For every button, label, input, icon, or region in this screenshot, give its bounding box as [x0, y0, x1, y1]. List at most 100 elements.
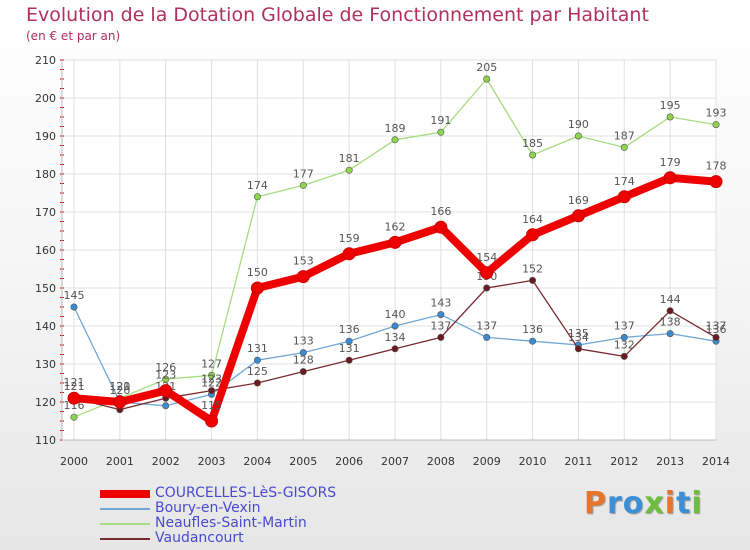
logo-letter: t — [676, 486, 692, 521]
data-label: 121 — [64, 376, 85, 389]
data-label: 120 — [109, 380, 130, 393]
y-tick-label: 110 — [35, 434, 56, 447]
data-label: 127 — [201, 357, 222, 370]
y-tick-label: 200 — [35, 92, 56, 105]
legend-swatch-boury — [100, 508, 150, 510]
legend-swatch-neaufles — [100, 523, 150, 525]
y-tick-label: 140 — [35, 320, 56, 333]
data-label: 177 — [293, 167, 314, 180]
x-tick-label: 2000 — [60, 455, 88, 468]
proxiti-logo: Proxiti — [584, 486, 703, 521]
data-point — [391, 322, 399, 330]
data-label: 135 — [568, 327, 589, 340]
data-label: 123 — [201, 373, 222, 386]
data-label: 115 — [201, 399, 222, 412]
data-label: 138 — [660, 316, 681, 329]
data-point — [480, 266, 494, 280]
y-tick-label: 190 — [35, 130, 56, 143]
data-label: 137 — [476, 319, 497, 332]
data-point — [571, 209, 585, 223]
y-tick-label: 130 — [35, 358, 56, 371]
x-tick-label: 2005 — [289, 455, 317, 468]
data-label: 205 — [476, 61, 497, 74]
data-label: 122 — [201, 376, 222, 389]
data-label: 162 — [385, 220, 406, 233]
data-label: 181 — [339, 152, 360, 165]
legend-label-neaufles: Neaufles-Saint-Martin — [155, 515, 307, 531]
data-label: 133 — [293, 335, 314, 348]
data-label: 174 — [247, 179, 268, 192]
data-point — [162, 402, 170, 410]
x-tick-label: 2004 — [243, 455, 271, 468]
data-point — [159, 384, 173, 398]
data-label: 166 — [430, 205, 451, 218]
data-point — [345, 356, 353, 364]
data-label: 144 — [660, 293, 681, 306]
x-tick-label: 2010 — [519, 455, 547, 468]
data-label: 164 — [522, 213, 543, 226]
data-point — [620, 352, 628, 360]
data-label: 153 — [293, 255, 314, 268]
x-tick-label: 2003 — [198, 455, 226, 468]
x-tick-label: 2012 — [610, 455, 638, 468]
data-point — [342, 247, 356, 261]
data-point — [712, 333, 720, 341]
data-point — [253, 193, 261, 201]
y-tick-label: 120 — [35, 396, 56, 409]
data-point — [483, 284, 491, 292]
logo-letter: r — [607, 486, 623, 521]
data-point — [529, 276, 537, 284]
data-label: 134 — [385, 331, 406, 344]
data-label: 136 — [706, 323, 727, 336]
x-tick-label: 2008 — [427, 455, 455, 468]
y-tick-label: 170 — [35, 206, 56, 219]
data-label: 195 — [660, 99, 681, 112]
y-tick-label: 210 — [35, 54, 56, 67]
data-label: 132 — [614, 338, 635, 351]
data-label: 154 — [476, 251, 497, 264]
data-label: 137 — [614, 319, 635, 332]
data-label: 136 — [522, 323, 543, 336]
data-point — [437, 128, 445, 136]
data-label: 131 — [247, 342, 268, 355]
data-point — [709, 175, 723, 189]
data-point — [620, 143, 628, 151]
logo-letter: x — [644, 486, 665, 521]
data-label: 185 — [522, 137, 543, 150]
data-point — [388, 235, 402, 249]
data-point — [712, 121, 720, 129]
data-label: 134 — [568, 331, 589, 344]
data-point — [529, 151, 537, 159]
legend-label-vaudancourt: Vaudancourt — [155, 530, 244, 546]
data-point — [437, 311, 445, 319]
data-point — [208, 387, 216, 395]
data-point — [208, 371, 216, 379]
data-label: 169 — [568, 194, 589, 207]
x-tick-label: 2009 — [473, 455, 501, 468]
x-tick-label: 2011 — [564, 455, 592, 468]
data-label: 140 — [385, 308, 406, 321]
logo-letter: i — [664, 486, 677, 521]
data-point — [205, 414, 219, 428]
data-point — [250, 281, 264, 295]
data-point — [666, 113, 674, 121]
x-tick-label: 2002 — [152, 455, 180, 468]
x-tick-label: 2001 — [106, 455, 134, 468]
data-point — [296, 270, 310, 284]
data-point — [391, 136, 399, 144]
data-point — [162, 375, 170, 383]
data-label: 179 — [660, 156, 681, 169]
data-label: 193 — [706, 107, 727, 120]
legend-swatch-vaudancourt — [100, 538, 150, 540]
data-label: 120 — [109, 384, 130, 397]
legend-label-courcelles: COURCELLES-LèS-GISORS — [155, 485, 337, 501]
data-label: 159 — [339, 232, 360, 245]
logo-letter: o — [622, 486, 645, 521]
data-label: 123 — [155, 369, 176, 382]
data-label: 143 — [430, 297, 451, 310]
data-point — [666, 307, 674, 315]
data-point — [617, 190, 631, 204]
x-tick-label: 2013 — [656, 455, 684, 468]
data-label: 131 — [339, 342, 360, 355]
data-label: 125 — [247, 365, 268, 378]
